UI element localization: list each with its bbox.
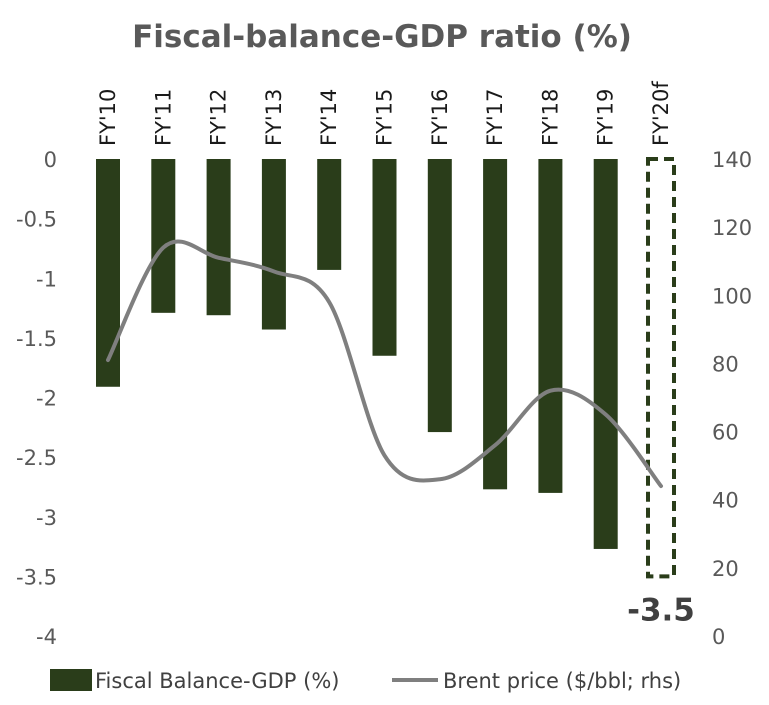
bar (593, 159, 618, 549)
left-tick-label: -1.5 (16, 327, 57, 351)
bar (483, 159, 508, 490)
right-tick-label: 100 (712, 284, 752, 308)
legend-bar-swatch (50, 669, 92, 691)
category-label: FY'12 (207, 89, 231, 146)
right-axis: 140 120 100 80 60 40 20 0 (712, 148, 752, 649)
left-tick-label: -4 (36, 625, 57, 649)
legend: Fiscal Balance-GDP (%) Brent price ($/bb… (50, 669, 681, 693)
bar (261, 159, 286, 330)
right-tick-label: 120 (712, 216, 752, 240)
left-tick-label: -1 (36, 267, 57, 291)
legend-bar-label: Fiscal Balance-GDP (%) (95, 669, 339, 693)
left-tick-label: 0 (44, 148, 57, 172)
right-tick-label: 80 (712, 352, 739, 376)
left-tick-label: -0.5 (16, 208, 57, 232)
category-label: FY'19 (594, 89, 618, 146)
left-tick-label: -3.5 (16, 565, 57, 589)
right-tick-label: 140 (712, 148, 752, 172)
category-label: FY'20f (649, 81, 673, 146)
legend-line-label: Brent price ($/bbl; rhs) (443, 669, 681, 693)
left-axis: 0 -0.5 -1 -1.5 -2 -2.5 -3 -3.5 -4 (16, 148, 57, 649)
left-tick-label: -3 (36, 506, 57, 530)
bar-forecast (646, 157, 676, 579)
bar (372, 159, 397, 356)
category-label: FY'16 (428, 89, 452, 146)
category-label: FY'18 (538, 89, 562, 146)
right-tick-label: 40 (712, 489, 739, 513)
bar (206, 159, 231, 316)
left-tick-label: -2.5 (16, 446, 57, 470)
bar (151, 159, 176, 313)
brent-price-line (106, 239, 663, 489)
category-label: FY'13 (262, 89, 286, 146)
bar-series (96, 157, 676, 579)
category-labels: FY'10 FY'11 FY'12 FY'13 FY'14 FY'15 FY'16 FY'17… (96, 81, 673, 146)
chart-title: Fiscal-balance-GDP ratio (%) (132, 19, 632, 55)
right-tick-label: 0 (712, 625, 725, 649)
category-label: FY'15 (373, 89, 397, 146)
category-label: FY'10 (96, 89, 120, 146)
bar (96, 159, 120, 387)
bar (538, 159, 563, 493)
category-label: FY'14 (317, 89, 341, 146)
right-tick-label: 60 (712, 421, 739, 445)
category-label: FY'11 (151, 89, 175, 146)
category-label: FY'17 (483, 89, 507, 146)
bar (317, 159, 342, 270)
right-tick-label: 20 (712, 557, 739, 581)
forecast-annotation: -3.5 (627, 592, 695, 628)
left-tick-label: -2 (36, 387, 57, 411)
bar (427, 159, 452, 433)
